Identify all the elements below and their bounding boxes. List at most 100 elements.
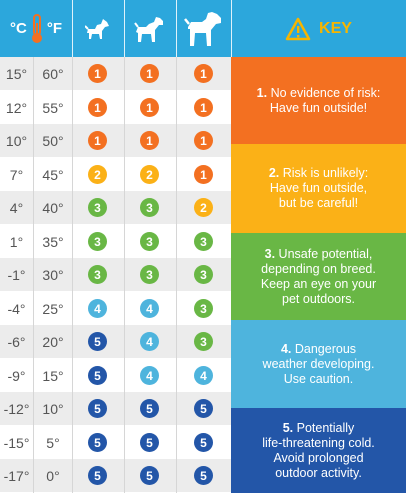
- fahrenheit-value: 10°: [42, 400, 64, 417]
- key-line: 3. Unsafe potential,: [264, 246, 373, 261]
- small-dog-risk-badge: 5: [88, 366, 107, 385]
- large-dog-risk-badge: 1: [194, 131, 213, 150]
- small-dog-risk-badge: 5: [88, 433, 107, 452]
- key-line: 5. Potentially: [282, 420, 355, 435]
- medium-dog-risk-badge: 4: [140, 299, 159, 318]
- celsius-value: -1°: [7, 266, 26, 283]
- table-row: 4° 40° 3 3 2: [0, 191, 231, 224]
- small-dog-risk-badge: 1: [88, 98, 107, 117]
- medium-dog-risk-badge: 5: [140, 399, 159, 418]
- key-number: 2.: [268, 166, 283, 180]
- medium-dog-risk-badge: 3: [140, 265, 159, 284]
- fahrenheit-value: 5°: [46, 434, 60, 451]
- key-number: 3.: [264, 246, 279, 261]
- medium-dog-risk-badge: 1: [140, 131, 159, 150]
- large-dog-risk-badge: 4: [194, 366, 213, 385]
- small-dog-risk-badge: 3: [88, 232, 107, 251]
- large-dog-risk-badge: 3: [194, 265, 213, 284]
- celsius-value: -6°: [7, 333, 26, 350]
- key-level-2: 2. Risk is unlikely: Have fun outside, but…: [231, 144, 406, 233]
- medium-dog-risk-badge: 1: [140, 98, 159, 117]
- medium-dog-risk-badge: 1: [140, 64, 159, 83]
- fahrenheit-value: 60°: [42, 65, 64, 82]
- key-line: depending on breed.: [261, 261, 376, 276]
- fahrenheit-value: 45°: [42, 166, 64, 183]
- table-row: -1° 30° 3 3 3: [0, 258, 231, 291]
- key-level-4: 4. Dangerous weather developing. Use cauti…: [231, 320, 406, 408]
- key-header: KEY: [231, 0, 406, 57]
- key-number: 4.: [280, 341, 295, 356]
- warning-icon: [285, 17, 311, 40]
- fahrenheit-value: 30°: [42, 266, 64, 283]
- small-dog-risk-badge: 5: [88, 466, 107, 485]
- table-row: -12° 10° 5 5 5: [0, 392, 231, 425]
- large-dog-risk-badge: 1: [194, 98, 213, 117]
- medium-dog-risk-badge: 3: [140, 232, 159, 251]
- celsius-value: -9°: [7, 367, 26, 384]
- medium-dog-risk-badge: 3: [140, 198, 159, 217]
- small-dog-risk-badge: 5: [88, 399, 107, 418]
- large-dog-risk-badge: 3: [194, 332, 213, 351]
- large-dog-risk-badge: 1: [194, 64, 213, 83]
- table-row: -15° 5° 5 5 5: [0, 426, 231, 459]
- key-line: weather developing.: [262, 356, 375, 371]
- celsius-value: -15°: [3, 434, 30, 451]
- celsius-value: -4°: [7, 300, 26, 317]
- key-line: Use caution.: [283, 371, 354, 386]
- large-dog-risk-badge: 5: [194, 399, 213, 418]
- key-number: 1.: [256, 85, 271, 100]
- small-dog-icon: [85, 18, 109, 39]
- key-line: but be careful!: [278, 196, 359, 210]
- table-row: -4° 25° 4 4 3: [0, 292, 231, 325]
- celsius-value: 15°: [5, 65, 28, 82]
- fahrenheit-value: 55°: [42, 99, 64, 116]
- table-row: -6° 20° 5 4 3: [0, 325, 231, 358]
- large-dog-icon: [183, 11, 221, 46]
- table-row: 15° 60° 1 1 1: [0, 57, 231, 90]
- key-number: 5.: [282, 420, 297, 435]
- medium-dog-risk-badge: 5: [140, 466, 159, 485]
- medium-dog-risk-badge: 2: [140, 165, 159, 184]
- celsius-value: 10°: [5, 132, 28, 149]
- small-dog-risk-badge: 3: [88, 198, 107, 217]
- large-dog-risk-badge: 1: [194, 165, 213, 184]
- large-dog-risk-badge: 3: [194, 299, 213, 318]
- large-dog-column-header: [176, 0, 231, 57]
- table-row: 1° 35° 3 3 3: [0, 225, 231, 258]
- fahrenheit-value: 20°: [42, 333, 64, 350]
- fahrenheit-value: 40°: [42, 199, 64, 216]
- fahrenheit-value: 0°: [46, 467, 60, 484]
- key-level-5: 5. Potentially life-threatening cold. Avoi…: [231, 408, 406, 493]
- key-line: Have fun outside!: [269, 100, 368, 115]
- temperature-header: °C °F: [0, 0, 72, 57]
- celsius-value: 7°: [9, 166, 24, 183]
- table-row: 12° 55° 1 1 1: [0, 91, 231, 124]
- table-row: 7° 45° 2 2 1: [0, 158, 231, 191]
- table-row: -17° 0° 5 5 5: [0, 459, 231, 492]
- header-bar: °C °F KEY: [0, 0, 406, 57]
- fahrenheit-value: 50°: [42, 132, 64, 149]
- table-row: -9° 15° 5 4 4: [0, 359, 231, 392]
- medium-dog-risk-badge: 5: [140, 433, 159, 452]
- small-dog-risk-badge: 3: [88, 265, 107, 284]
- celsius-value: 12°: [5, 99, 28, 116]
- celsius-value: -17°: [3, 467, 30, 484]
- small-dog-risk-badge: 1: [88, 64, 107, 83]
- medium-dog-risk-badge: 4: [140, 366, 159, 385]
- key-level-1: 1. No evidence of risk: Have fun outside!: [231, 57, 406, 144]
- key-line: pet outdoors.: [282, 291, 355, 306]
- key-line: 2. Risk is unlikely:: [268, 166, 369, 180]
- large-dog-risk-badge: 3: [194, 232, 213, 251]
- key-level-3: 3. Unsafe potential, depending on breed. K…: [231, 233, 406, 320]
- medium-dog-column-header: [124, 0, 176, 57]
- thermometer-icon: [31, 13, 42, 43]
- key-line: 4. Dangerous: [280, 341, 357, 356]
- key-line: Avoid prolonged: [273, 450, 364, 465]
- fahrenheit-value: 35°: [42, 233, 64, 250]
- key-line: 1. No evidence of risk:: [256, 85, 381, 100]
- small-dog-risk-badge: 5: [88, 332, 107, 351]
- fahrenheit-label: °F: [46, 20, 62, 37]
- celsius-value: 1°: [9, 233, 24, 250]
- small-dog-risk-badge: 2: [88, 165, 107, 184]
- small-dog-column-header: [72, 0, 124, 57]
